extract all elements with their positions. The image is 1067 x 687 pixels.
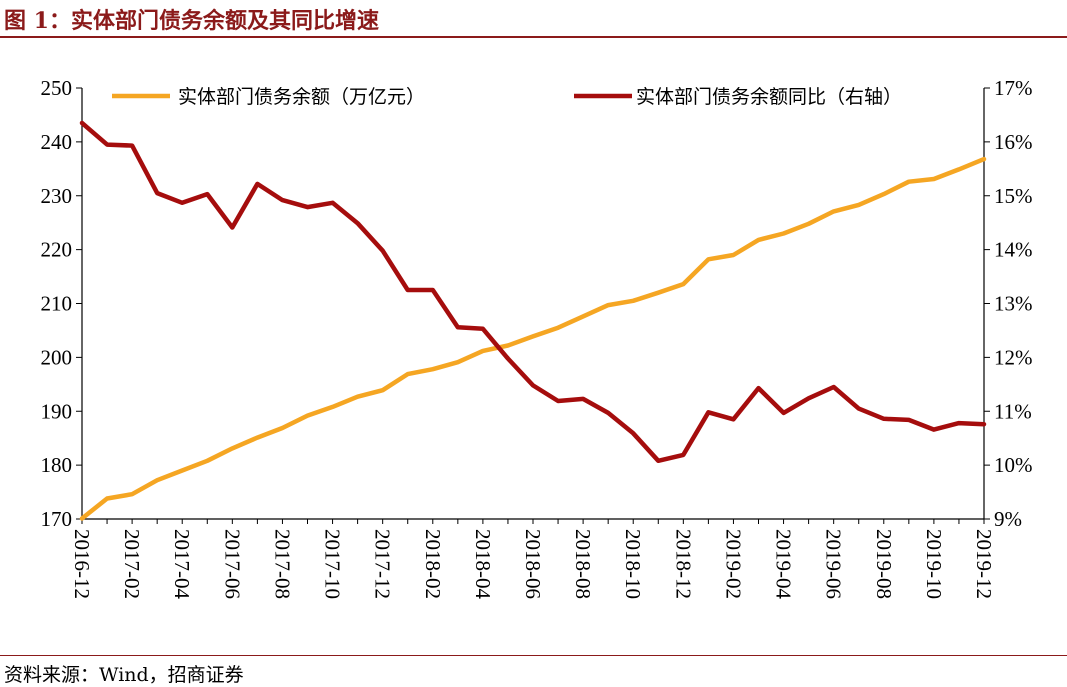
right-tick-label: 17% bbox=[994, 76, 1033, 100]
source-note: 资料来源：Wind，招商证券 bbox=[4, 664, 244, 686]
left-tick-label: 180 bbox=[41, 453, 73, 477]
right-tick-label: 13% bbox=[994, 292, 1033, 316]
left-tick-label: 220 bbox=[41, 238, 73, 262]
x-tick-label: 2018-12 bbox=[671, 529, 695, 599]
x-tick-label: 2019-06 bbox=[822, 529, 846, 599]
right-tick-label: 9% bbox=[994, 507, 1022, 531]
title-rule bbox=[0, 36, 1067, 38]
left-tick-label: 190 bbox=[41, 399, 73, 423]
x-tick-label: 2017-04 bbox=[170, 529, 194, 599]
x-tick-label: 2018-02 bbox=[421, 529, 445, 599]
x-tick-label: 2018-06 bbox=[521, 529, 545, 599]
legend-label-yoy-growth: 实体部门债务余额同比（右轴） bbox=[636, 86, 902, 108]
x-tick-label: 2017-08 bbox=[270, 529, 294, 599]
x-tick-label: 2018-04 bbox=[471, 529, 495, 599]
x-tick-label: 2019-08 bbox=[872, 529, 896, 599]
right-tick-label: 16% bbox=[994, 130, 1033, 154]
right-tick-label: 14% bbox=[994, 238, 1033, 262]
x-tick-label: 2018-10 bbox=[621, 529, 645, 599]
x-tick-label: 2019-10 bbox=[922, 529, 946, 599]
tick-labels: 170 180 190 200 210 220 230 240 250 9% 10% 11% 12% 13… bbox=[41, 76, 1033, 599]
x-tick-label: 2017-06 bbox=[220, 529, 244, 599]
x-tick-label: 2019-02 bbox=[721, 529, 745, 599]
x-tick-label: 2017-12 bbox=[371, 529, 395, 599]
x-tick-label: 2019-04 bbox=[772, 529, 796, 599]
chart-lines bbox=[79, 120, 987, 521]
chart-legend: 实体部门债务余额（万亿元） 实体部门债务余额同比（右轴） bbox=[112, 86, 902, 108]
x-tick-label: 2018-08 bbox=[571, 529, 595, 599]
debt-balance-line bbox=[79, 156, 987, 521]
left-tick-label: 200 bbox=[41, 345, 73, 369]
left-tick-label: 250 bbox=[41, 76, 73, 100]
right-tick-label: 11% bbox=[994, 399, 1032, 423]
right-tick-label: 15% bbox=[994, 184, 1033, 208]
source-rule bbox=[0, 655, 1067, 656]
x-tick-label: 2019-12 bbox=[972, 529, 996, 599]
left-tick-label: 210 bbox=[41, 292, 73, 316]
right-tick-label: 12% bbox=[994, 345, 1033, 369]
x-tick-label: 2016-12 bbox=[70, 529, 94, 599]
x-tick-label: 2017-02 bbox=[120, 529, 144, 599]
right-tick-label: 10% bbox=[994, 453, 1033, 477]
left-tick-label: 230 bbox=[41, 184, 73, 208]
yoy-growth-line bbox=[79, 120, 987, 464]
left-tick-label: 240 bbox=[41, 130, 73, 154]
x-tick-label: 2017-10 bbox=[321, 529, 345, 599]
left-tick-label: 170 bbox=[41, 507, 73, 531]
figure-title: 图 1：实体部门债务余额及其同比增速 bbox=[4, 8, 379, 34]
legend-label-debt-balance: 实体部门债务余额（万亿元） bbox=[178, 86, 425, 108]
